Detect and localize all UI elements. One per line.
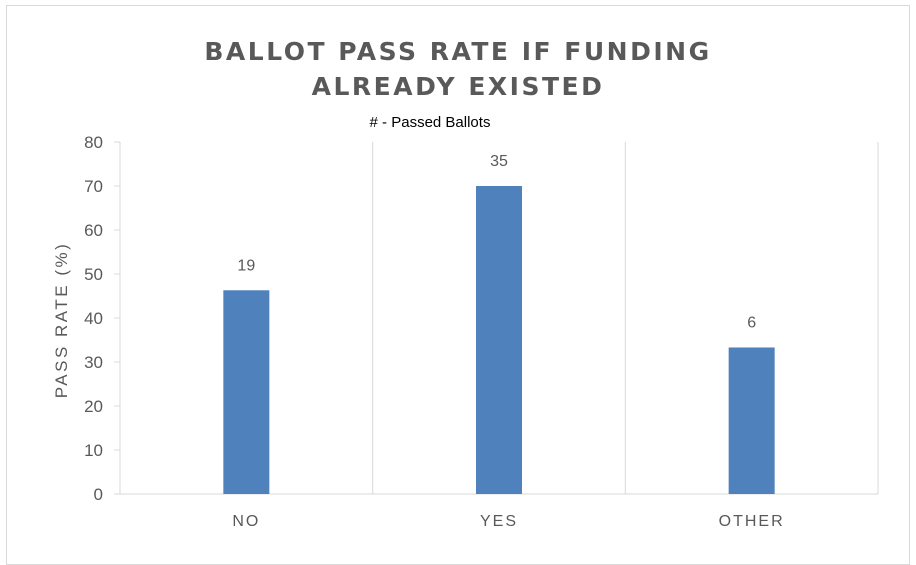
bar-no	[223, 290, 270, 494]
y-tick-label: 40	[84, 309, 103, 328]
y-axis-label: PASS RATE (%)	[52, 242, 71, 399]
chart-title-line-2: ALREADY EXISTED	[311, 72, 605, 101]
y-tick-label: 70	[84, 177, 103, 196]
x-tick-label: NO	[232, 513, 260, 530]
chart-title-line-1: BALLOT PASS RATE IF FUNDING	[204, 37, 712, 66]
bar-other	[728, 347, 775, 494]
bar-chart: 0 10 20 30 40 50 60 70 80 NO YES OTHER 19 35 6 PASS …	[52, 133, 879, 530]
x-tick-label: YES	[480, 513, 518, 530]
y-tick-label: 80	[84, 133, 103, 152]
x-tick-label: OTHER	[719, 513, 785, 530]
y-tick-label: 10	[84, 441, 103, 460]
y-tick-label: 0	[94, 485, 103, 504]
chart-subtitle: # - Passed Ballots	[369, 114, 491, 131]
y-tick-label: 30	[84, 353, 103, 372]
data-label: 19	[237, 257, 255, 274]
data-label: 6	[747, 314, 756, 331]
y-tick-label: 60	[84, 221, 103, 240]
data-label: 35	[490, 153, 508, 170]
bar-yes	[476, 186, 522, 494]
y-tick-label: 20	[84, 397, 103, 416]
y-tick-label: 50	[84, 265, 103, 284]
